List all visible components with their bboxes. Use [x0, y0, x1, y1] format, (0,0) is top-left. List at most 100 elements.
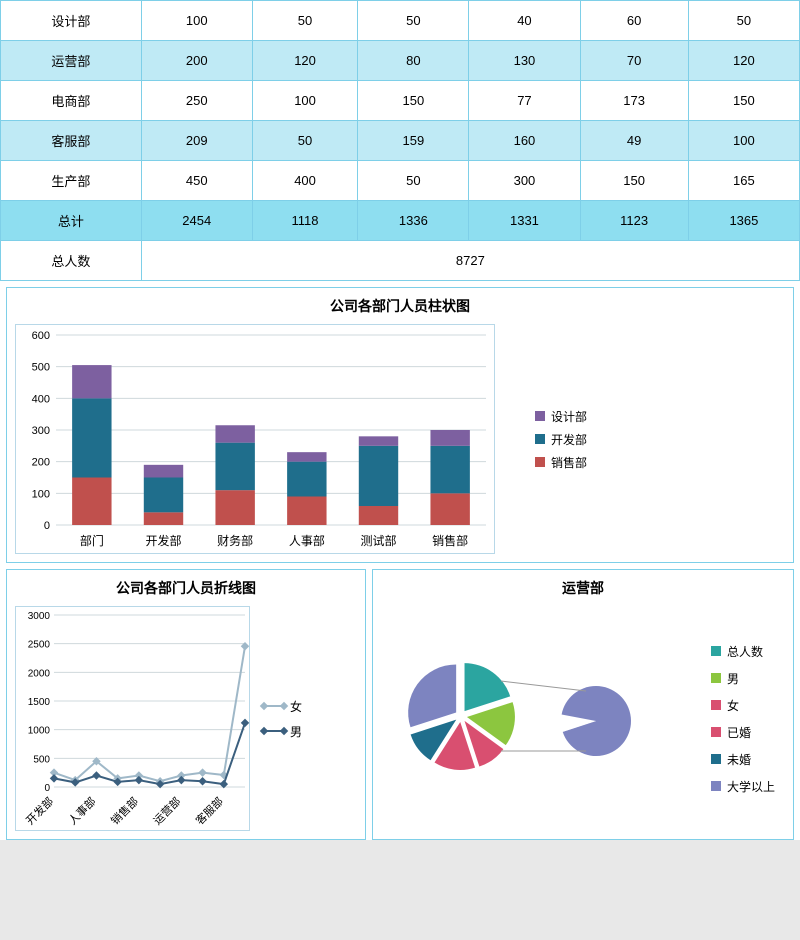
legend-item: 女 [262, 698, 357, 715]
legend-marker [262, 705, 286, 707]
table-cell: 450 [141, 161, 252, 201]
total-cell: 1331 [469, 201, 580, 241]
legend-label: 女 [290, 698, 302, 715]
total-label: 总计 [1, 201, 142, 241]
table-cell: 客服部 [1, 121, 142, 161]
pie-chart-plot [381, 606, 711, 831]
table-cell: 173 [580, 81, 688, 121]
svg-text:部门: 部门 [80, 533, 104, 548]
svg-text:销售部: 销售部 [108, 794, 141, 827]
svg-text:600: 600 [32, 330, 50, 342]
legend-swatch [535, 434, 545, 444]
table-cell: 150 [688, 81, 799, 121]
grand-value: 8727 [141, 241, 799, 281]
table-cell: 77 [469, 81, 580, 121]
svg-text:销售部: 销售部 [432, 533, 468, 548]
table-cell: 160 [469, 121, 580, 161]
table-cell: 电商部 [1, 81, 142, 121]
table-row: 运营部2001208013070120 [1, 41, 800, 81]
pie-chart-legend: 总人数男女已婚未婚大学以上 [711, 643, 785, 795]
svg-text:2500: 2500 [28, 640, 51, 651]
legend-label: 大学以上 [727, 778, 775, 795]
legend-label: 设计部 [551, 408, 587, 425]
legend-label: 未婚 [727, 751, 751, 768]
line-chart-panel: 公司各部门人员折线图 050010001500200025003000开发部人事… [6, 569, 366, 840]
dept-table: 设计部1005050406050运营部2001208013070120电商部25… [0, 0, 800, 281]
table-row: 生产部45040050300150165 [1, 161, 800, 201]
table-row: 客服部2095015916049100 [1, 121, 800, 161]
legend-item: 已婚 [711, 724, 775, 741]
line-chart-legend: 女男 [250, 606, 357, 831]
bar-chart-panel: 公司各部门人员柱状图 0100200300400500600部门开发部财务部人事… [6, 287, 794, 563]
legend-label: 开发部 [551, 431, 587, 448]
line-chart-plot: 050010001500200025003000开发部人事部销售部运营部客服部 [15, 606, 250, 831]
legend-swatch [711, 754, 721, 764]
svg-text:开发部: 开发部 [145, 533, 181, 548]
pie-chart-panel: 运营部 总人数男女已婚未婚大学以上 [372, 569, 794, 840]
table-total-row: 总计245411181336133111231365 [1, 201, 800, 241]
table-cell: 60 [580, 1, 688, 41]
svg-text:2000: 2000 [28, 668, 51, 679]
table-cell: 400 [252, 161, 357, 201]
legend-swatch [711, 646, 721, 656]
legend-item: 开发部 [535, 431, 785, 448]
svg-text:400: 400 [32, 393, 50, 405]
legend-label: 已婚 [727, 724, 751, 741]
total-cell: 1118 [252, 201, 357, 241]
grand-label: 总人数 [1, 241, 142, 281]
table-cell: 200 [141, 41, 252, 81]
table-row: 设计部1005050406050 [1, 1, 800, 41]
legend-label: 女 [727, 697, 739, 714]
legend-item: 设计部 [535, 408, 785, 425]
total-cell: 1336 [358, 201, 469, 241]
legend-swatch [711, 673, 721, 683]
table-cell: 运营部 [1, 41, 142, 81]
table-cell: 165 [688, 161, 799, 201]
legend-item: 女 [711, 697, 775, 714]
line-chart-title: 公司各部门人员折线图 [15, 578, 357, 598]
table-cell: 130 [469, 41, 580, 81]
table-cell: 120 [688, 41, 799, 81]
report-container: 设计部1005050406050运营部2001208013070120电商部25… [0, 0, 800, 840]
svg-text:0: 0 [44, 520, 50, 532]
table-row: 电商部25010015077173150 [1, 81, 800, 121]
table-cell: 50 [688, 1, 799, 41]
bar-chart-legend: 设计部开发部销售部 [495, 324, 785, 554]
svg-text:运营部: 运营部 [150, 794, 183, 827]
svg-text:人事部: 人事部 [289, 533, 325, 548]
svg-text:0: 0 [44, 783, 50, 794]
table-cell: 159 [358, 121, 469, 161]
svg-text:1000: 1000 [28, 726, 51, 737]
legend-item: 总人数 [711, 643, 775, 660]
legend-swatch [711, 700, 721, 710]
table-cell: 40 [469, 1, 580, 41]
total-cell: 1123 [580, 201, 688, 241]
total-cell: 1365 [688, 201, 799, 241]
table-cell: 209 [141, 121, 252, 161]
table-cell: 50 [358, 1, 469, 41]
table-cell: 50 [252, 121, 357, 161]
legend-label: 男 [290, 723, 302, 740]
legend-item: 未婚 [711, 751, 775, 768]
table-cell: 70 [580, 41, 688, 81]
svg-text:财务部: 财务部 [217, 533, 253, 548]
table-cell: 150 [358, 81, 469, 121]
table-cell: 100 [141, 1, 252, 41]
svg-text:500: 500 [32, 362, 50, 374]
legend-item: 男 [262, 723, 357, 740]
bar-chart-plot: 0100200300400500600部门开发部财务部人事部测试部销售部 [15, 324, 495, 554]
svg-text:300: 300 [32, 425, 50, 437]
table-cell: 300 [469, 161, 580, 201]
legend-marker [262, 730, 286, 732]
svg-text:3000: 3000 [28, 611, 51, 622]
table-cell: 80 [358, 41, 469, 81]
table-cell: 250 [141, 81, 252, 121]
legend-swatch [535, 411, 545, 421]
svg-text:人事部: 人事部 [65, 794, 98, 827]
total-cell: 2454 [141, 201, 252, 241]
table-cell: 生产部 [1, 161, 142, 201]
legend-swatch [711, 781, 721, 791]
svg-text:500: 500 [33, 754, 50, 765]
svg-text:开发部: 开发部 [23, 794, 56, 827]
legend-label: 男 [727, 670, 739, 687]
